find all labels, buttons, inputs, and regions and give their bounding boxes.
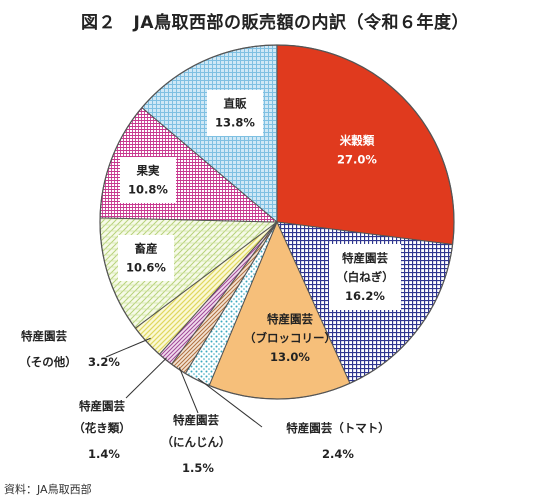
slice-label-9-label: 13.8%	[215, 116, 255, 130]
slice-label-5-name_line1: 特産園芸	[79, 399, 125, 413]
slice-label-4-name_line1: 特産園芸	[173, 413, 219, 427]
slice-label-7-name: 畜産	[135, 242, 158, 256]
slice-label-5-name_line2: （花き類）	[73, 421, 131, 435]
slice-label-2-label: 13.0%	[270, 350, 310, 364]
slice-label-8-label: 10.8%	[128, 183, 168, 197]
label-box-7	[118, 235, 174, 281]
chart-title: 図２ JA鳥取西部の販売額の内訳（令和６年度）	[81, 13, 469, 33]
slice-label-8-name: 果実	[136, 164, 160, 178]
slice-label-6-name_line2: （その他）	[19, 355, 77, 369]
leader-line-5	[125, 357, 167, 399]
slice-label-2-name_line1: 特産園芸	[267, 312, 313, 326]
slice-label-4-label: 1.5%	[182, 461, 214, 475]
slice-label-1-name_line2: （白ねぎ）	[336, 270, 394, 284]
label-box-9	[207, 90, 263, 136]
slice-label-3-name: 特産園芸（トマト）	[286, 421, 390, 435]
slice-label-3-label: 2.4%	[322, 447, 354, 461]
pie-outline	[99, 44, 455, 400]
leader-line-4	[178, 367, 199, 414]
slice-label-0-name: 米穀類	[339, 134, 375, 148]
slice-label-9-name: 直販	[224, 97, 247, 111]
slice-label-2-name_line2: （ブロッコリー）	[244, 331, 336, 345]
slice-label-6-label: 3.2%	[88, 355, 120, 369]
label-box-8	[120, 157, 176, 203]
leader-line-3	[197, 377, 263, 428]
slice-label-0-label: 27.0%	[337, 153, 377, 167]
leader-line-6	[105, 337, 151, 358]
source-note: 資料：JA鳥取西部	[4, 483, 92, 496]
label-box-1	[329, 244, 401, 310]
slice-label-1-label: 16.2%	[345, 289, 385, 303]
slice-label-4-name_line2: （にんじん）	[162, 435, 231, 449]
slice-label-5-label: 1.4%	[88, 447, 120, 461]
slice-label-6-name_line1: 特産園芸	[21, 329, 67, 343]
slice-label-7-label: 10.6%	[126, 261, 166, 275]
slice-label-1-name_line1: 特産園芸	[342, 251, 388, 265]
